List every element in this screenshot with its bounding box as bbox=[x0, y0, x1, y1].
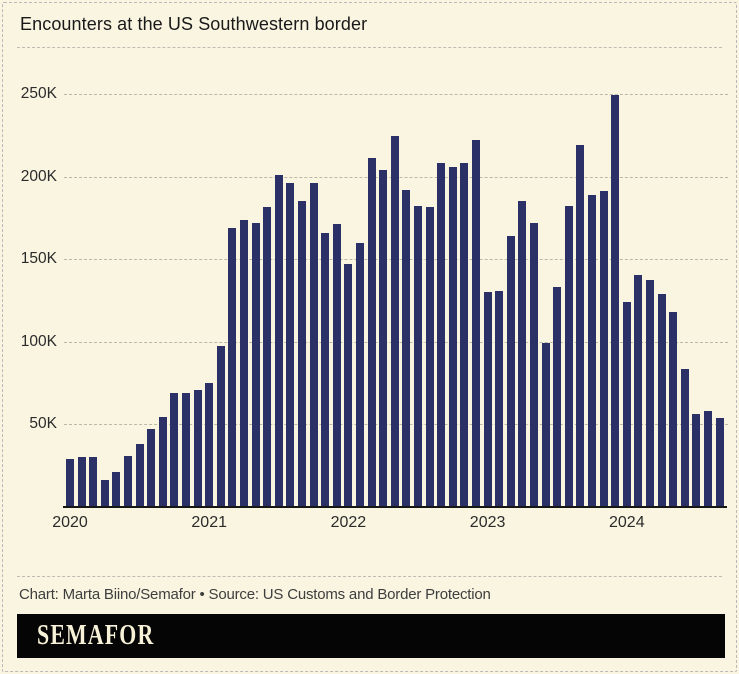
bar-aug-2023[interactable] bbox=[564, 206, 573, 507]
bar-mar-2023[interactable] bbox=[506, 236, 515, 507]
bar-jan-2021[interactable] bbox=[205, 382, 214, 507]
bar-sep-2020[interactable] bbox=[158, 416, 167, 507]
bar-jun-2021[interactable] bbox=[263, 207, 272, 507]
logo-bar: SEMAFOR bbox=[17, 614, 725, 658]
bar-mar-2021[interactable] bbox=[228, 227, 237, 507]
plot-area: 50K 100K 150K 200K 250K 2020 2021 2022 2023 2024 bbox=[3, 3, 736, 577]
bar-mar-2022[interactable] bbox=[367, 158, 376, 507]
x-axis-year-label: 2024 bbox=[609, 514, 645, 531]
bar-may-2020[interactable] bbox=[112, 471, 121, 507]
bar-feb-2022[interactable] bbox=[356, 242, 364, 507]
y-axis-tick-label: 100K bbox=[20, 332, 57, 350]
bar-feb-2024[interactable] bbox=[634, 274, 643, 507]
bar-apr-2020[interactable] bbox=[100, 480, 109, 507]
bar-may-2021[interactable] bbox=[251, 222, 260, 507]
bar-apr-2021[interactable] bbox=[240, 220, 248, 507]
bar-feb-2023[interactable] bbox=[495, 290, 504, 507]
x-axis-year-label: 2020 bbox=[52, 514, 88, 531]
bar-jul-2021[interactable] bbox=[274, 175, 283, 507]
bar-jul-2023[interactable] bbox=[553, 287, 562, 507]
bar-feb-2021[interactable] bbox=[216, 345, 225, 507]
bar-oct-2020[interactable] bbox=[170, 393, 179, 507]
bar-jan-2023[interactable] bbox=[483, 292, 492, 507]
chart-title: Encounters at the US Southwestern border bbox=[20, 14, 368, 34]
bar-jun-2022[interactable] bbox=[402, 189, 411, 507]
bar-may-2022[interactable] bbox=[390, 136, 399, 507]
footer-separator bbox=[17, 576, 722, 577]
bar-may-2024[interactable] bbox=[669, 312, 678, 507]
bar-sep-2023[interactable] bbox=[576, 145, 585, 507]
credit-line: Chart: Marta Biino/Semafor • Source: US … bbox=[19, 586, 491, 603]
bar-apr-2023[interactable] bbox=[518, 201, 527, 507]
x-axis-year-label: 2022 bbox=[330, 514, 367, 531]
bar-oct-2023[interactable] bbox=[588, 194, 596, 507]
bar-aug-2020[interactable] bbox=[147, 428, 156, 507]
bar-jun-2020[interactable] bbox=[124, 456, 132, 507]
bar-dec-2021[interactable] bbox=[332, 224, 341, 507]
bar-sep-2021[interactable] bbox=[298, 200, 306, 507]
bar-mar-2020[interactable] bbox=[89, 457, 98, 507]
bar-dec-2022[interactable] bbox=[472, 140, 480, 507]
bar-jul-2022[interactable] bbox=[414, 206, 422, 507]
bar-feb-2020[interactable] bbox=[77, 457, 86, 507]
bar-jul-2020[interactable] bbox=[135, 444, 144, 507]
bar-apr-2022[interactable] bbox=[379, 170, 388, 507]
bar-jan-2024[interactable] bbox=[622, 301, 631, 507]
bar-dec-2023[interactable] bbox=[611, 94, 620, 507]
bar-jul-2024[interactable] bbox=[692, 413, 701, 507]
y-axis-tick-label: 200K bbox=[20, 167, 57, 185]
bar-nov-2020[interactable] bbox=[182, 392, 190, 507]
x-axis-year-label: 2023 bbox=[469, 514, 506, 531]
bar-nov-2021[interactable] bbox=[321, 232, 330, 507]
bar-jan-2022[interactable] bbox=[344, 263, 353, 507]
bar-oct-2021[interactable] bbox=[309, 183, 318, 507]
bar-oct-2022[interactable] bbox=[448, 166, 457, 507]
title-separator bbox=[17, 47, 722, 48]
bar-jun-2023[interactable] bbox=[541, 342, 550, 507]
y-axis-tick-label: 250K bbox=[20, 85, 57, 102]
bar-sep-2024[interactable] bbox=[715, 418, 724, 507]
bar-may-2023[interactable] bbox=[530, 222, 538, 507]
bar-aug-2024[interactable] bbox=[704, 411, 712, 507]
bar-jan-2020[interactable] bbox=[66, 458, 74, 507]
bar-apr-2024[interactable] bbox=[657, 293, 666, 507]
semafor-logo[interactable]: SEMAFOR bbox=[37, 620, 155, 651]
bar-sep-2022[interactable] bbox=[437, 163, 446, 507]
bar-nov-2023[interactable] bbox=[599, 190, 608, 507]
y-axis-tick-label: 50K bbox=[29, 415, 57, 433]
bar-mar-2024[interactable] bbox=[646, 279, 654, 507]
y-axis-tick-label: 150K bbox=[20, 250, 57, 268]
x-axis-line bbox=[63, 506, 727, 508]
bar-aug-2022[interactable] bbox=[425, 207, 434, 507]
bar-aug-2021[interactable] bbox=[286, 182, 295, 507]
bar-jun-2024[interactable] bbox=[680, 369, 689, 507]
bar-nov-2022[interactable] bbox=[460, 162, 469, 507]
x-axis-year-label: 2021 bbox=[191, 514, 227, 531]
gridline-250K bbox=[64, 94, 728, 95]
bar-dec-2020[interactable] bbox=[193, 389, 202, 507]
